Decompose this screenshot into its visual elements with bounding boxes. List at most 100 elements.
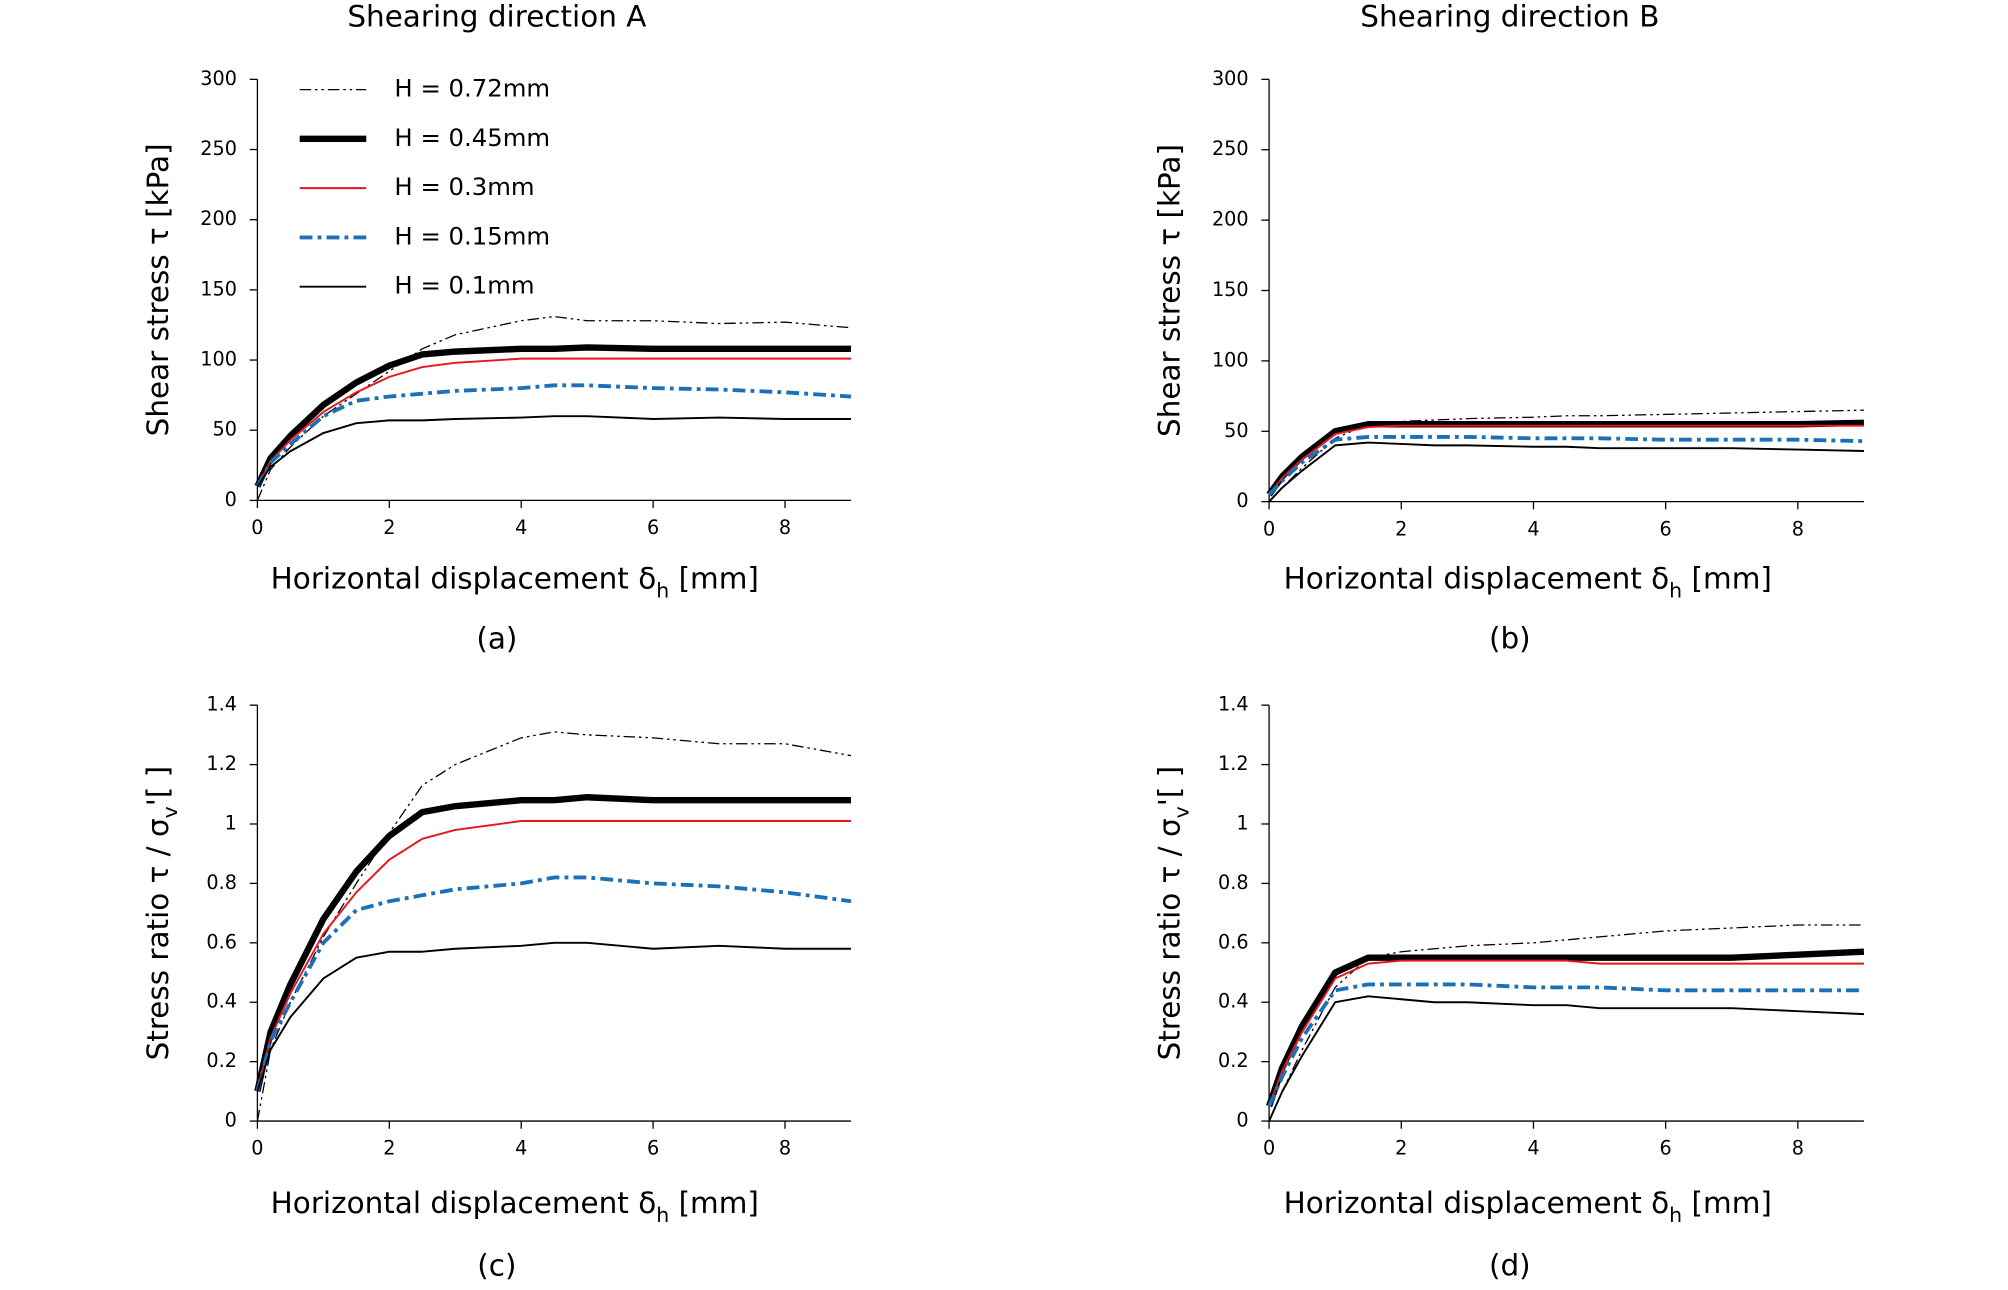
series-line [254,794,851,1093]
series-line [1268,409,1864,503]
y-tick-label: 200 [1212,208,1249,231]
y-tick-label: 0.4 [1218,990,1249,1013]
x-tick-label: 2 [383,1137,395,1160]
y-tick-label: 150 [1212,278,1249,301]
y-tick-label: 0.4 [206,990,237,1013]
legend-label: H = 0.3mm [394,172,534,201]
y-axis-label-part: Shear stress τ [kPa] [1152,144,1186,437]
series-line [256,415,851,487]
series-line [256,315,852,501]
series-line [255,875,852,1092]
legend-label: H = 0.1mm [394,271,534,300]
x-axis-label: Horizontal displacement δh [mm] [271,561,759,602]
y-axis-label-part: v [158,806,182,818]
legend-label: H = 0.15mm [394,221,550,250]
y-tick-label: 1.2 [1218,752,1249,775]
y-tick-label: 50 [1224,419,1248,442]
x-axis-label-part: h [656,579,669,603]
x-tick-label: 8 [779,516,791,539]
x-axis-label-part: [mm] [1682,561,1772,595]
x-axis-label-part: Horizontal displacement δ [1284,1186,1670,1220]
series-line [256,941,851,1092]
series-line [1266,419,1864,497]
caption: (d) [1489,1248,1531,1282]
y-axis-label-part: '[ ] [1152,766,1186,806]
series-line [1268,441,1864,503]
y-tick-label: 300 [1212,67,1249,90]
y-tick-label: 200 [200,207,237,230]
x-axis-label-part: h [656,1203,669,1227]
x-axis-label-part: Horizontal displacement δ [271,561,657,595]
x-tick-label: 0 [1263,517,1275,540]
series-line [254,344,851,488]
y-tick-label: 0.8 [1218,871,1249,894]
series-line [1268,959,1864,1107]
x-axis-label-part: [mm] [669,1186,759,1220]
x-tick-label: 2 [1395,517,1407,540]
x-tick-label: 0 [251,1137,263,1160]
x-axis-label-part: [mm] [669,561,759,595]
y-tick-label: 0.6 [1218,930,1249,953]
y-tick-label: 0.2 [1218,1049,1249,1072]
y-axis-label: Stress ratio τ / σv'[ ] [1152,766,1194,1061]
series-line [1268,424,1864,496]
x-tick-label: 2 [1395,1137,1407,1160]
caption: (a) [476,621,517,655]
y-tick-label: 100 [200,348,237,371]
caption: (b) [1489,621,1531,655]
y-axis-label-part: Stress ratio τ / σ [1152,818,1186,1060]
y-tick-label: 150 [200,277,237,300]
x-axis-label-part: h [1669,1203,1682,1227]
x-tick-label: 4 [1527,1137,1539,1160]
chart-title: Shearing direction A [347,0,646,33]
y-axis-label-part: Stress ratio τ / σ [140,818,174,1060]
series-line [1268,995,1864,1122]
x-tick-label: 0 [251,516,263,539]
series-line [1267,982,1864,1107]
x-axis-label: Horizontal displacement δh [mm] [271,1186,759,1227]
series-line [256,820,851,1092]
y-tick-label: 50 [212,418,236,441]
y-tick-label: 1 [225,811,237,834]
y-tick-label: 1.4 [1218,693,1249,716]
x-axis-label: Horizontal displacement δh [mm] [1284,1186,1772,1227]
series-line [1266,948,1865,1108]
series-line [1267,434,1864,496]
y-tick-label: 250 [200,137,237,160]
legend-label: H = 0.45mm [394,123,550,152]
y-axis-label: Shear stress τ [kPa] [140,143,174,436]
y-axis-label-part: v [1169,806,1193,818]
y-axis-label: Stress ratio τ / σv'[ ] [140,766,182,1061]
x-tick-label: 8 [1792,517,1804,540]
y-axis-label-part: '[ ] [140,766,174,806]
chart-title: Shearing direction B [1360,0,1659,33]
x-tick-label: 8 [779,1137,791,1160]
x-axis-label-part: Horizontal displacement δ [1284,561,1670,595]
x-tick-label: 0 [1263,1137,1275,1160]
series-line [256,357,851,487]
y-tick-label: 0.2 [206,1049,237,1072]
y-tick-label: 0.6 [206,930,237,953]
x-tick-label: 6 [647,516,659,539]
x-tick-label: 4 [515,1137,527,1160]
series-line [1268,924,1864,1122]
y-tick-label: 0 [1236,1109,1248,1132]
y-tick-label: 1 [1236,811,1248,834]
y-tick-label: 0.8 [206,871,237,894]
series-line [256,731,852,1122]
y-tick-label: 300 [200,67,237,90]
x-tick-label: 6 [1660,1137,1672,1160]
y-tick-label: 1.4 [206,693,237,716]
x-axis-label-part: Horizontal displacement δ [271,1186,657,1220]
x-axis-label: Horizontal displacement δh [mm] [1284,561,1772,602]
y-tick-label: 250 [1212,137,1249,160]
x-tick-label: 6 [1660,517,1672,540]
caption: (c) [477,1248,516,1282]
x-tick-label: 2 [383,516,395,539]
y-tick-label: 100 [1212,348,1249,371]
x-tick-label: 4 [1527,517,1539,540]
y-axis-label: Shear stress τ [kPa] [1152,144,1186,437]
x-tick-label: 6 [647,1137,659,1160]
y-tick-label: 0 [225,488,237,511]
